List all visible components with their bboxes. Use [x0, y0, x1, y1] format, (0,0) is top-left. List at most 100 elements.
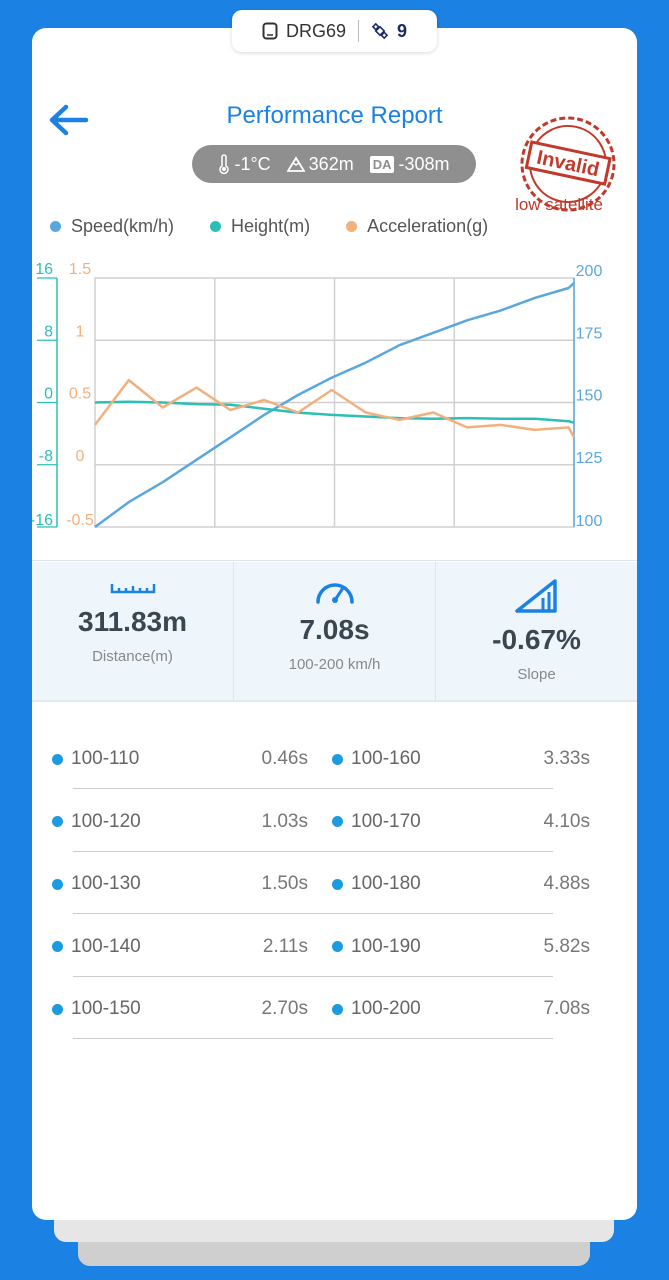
split-row-divider	[73, 1038, 553, 1039]
temperature-value: -1°C	[234, 153, 271, 174]
split-left-range-label: 100-110	[71, 748, 140, 769]
split-times-list: 100-110 0.46s 100-160 3.33s 100-120 1.03s 100-…	[32, 740, 637, 1053]
environment-pill: -1°C 362m DA -308m	[192, 145, 476, 183]
split-left-time: 0.46s	[261, 748, 308, 769]
device-name: DRG69	[285, 20, 346, 41]
legend-height-dot	[210, 221, 222, 232]
speed-tick-label: 125	[576, 450, 603, 467]
split-right-range-label: 100-200	[351, 998, 421, 1019]
satellite-count: 9	[397, 20, 408, 41]
split-right-range-label: 100-170	[351, 810, 421, 832]
split-left-range-label: 100-120	[71, 810, 141, 832]
split-right-time: 7.08s	[543, 998, 590, 1019]
height-tick-label: 0	[44, 386, 53, 403]
split-dot	[332, 753, 343, 765]
split-right-range: 100-160	[332, 748, 421, 770]
stat-time-label: 100-200 km/h	[288, 656, 381, 673]
split-left-range-label: 100-140	[71, 935, 141, 957]
split-row: 100-130 1.50s 100-180 4.88s	[32, 865, 637, 928]
split-row: 100-140 2.11s 100-190 5.82s	[32, 928, 637, 991]
split-right-range-label: 100-190	[351, 935, 421, 957]
stat-distance-label: Distance(m)	[92, 648, 173, 665]
report-card: Performance Report -1°C 362m DA -308m In…	[32, 28, 637, 1220]
legend-speed[interactable]: Speed(km/h)	[50, 216, 174, 237]
split-left-time: 1.50s	[261, 873, 308, 894]
device-icon	[262, 22, 278, 40]
split-left-range-label: 100-150	[71, 998, 141, 1019]
split-left-range: 100-110	[52, 748, 139, 770]
split-dot	[52, 1003, 63, 1015]
split-right-range-label: 100-160	[351, 748, 421, 769]
low-satellite-note: low satellite	[515, 195, 603, 214]
split-left-range: 100-150	[52, 998, 141, 1020]
speedometer-icon	[315, 583, 354, 604]
thermometer-icon	[219, 154, 230, 174]
chart-divider	[32, 560, 637, 561]
chart-legend: Speed(km/h) Height(m) Acceleration(g)	[50, 216, 488, 237]
split-row: 100-110 0.46s 100-160 3.33s	[32, 740, 637, 803]
split-dot	[52, 878, 63, 890]
speed-tick-label: 175	[576, 325, 603, 342]
ruler-icon	[110, 584, 155, 594]
height-tick-label: -8	[39, 448, 53, 465]
stat-slope-label: Slope	[517, 666, 556, 683]
split-dot	[52, 941, 63, 952]
satellite-icon	[371, 22, 389, 40]
split-right-time: 4.88s	[543, 873, 590, 894]
stat-distance-value: 311.83m	[78, 606, 187, 637]
stat-distance: 311.83m Distance(m)	[32, 562, 234, 700]
invalid-stamp: Invalid	[520, 116, 616, 212]
back-arrow-icon[interactable]	[46, 102, 90, 138]
split-dot	[332, 941, 343, 952]
split-dot	[332, 1003, 343, 1015]
stat-slope: -0.67% Slope	[436, 562, 637, 700]
split-right-range: 100-170	[332, 811, 421, 833]
split-left-range: 100-120	[52, 811, 141, 833]
stat-time-value: 7.08s	[299, 614, 370, 645]
altitude-item: 362m	[286, 153, 354, 175]
performance-chart[interactable]: 16 8 0 -8 -16 1.5 1 0.5 0 -0.5 200 175 150 125 100	[32, 256, 637, 536]
split-row: 100-150 2.70s 100-200 7.08s	[32, 990, 637, 1053]
split-right-time: 3.33s	[543, 748, 590, 769]
split-dot	[52, 753, 63, 765]
legend-height[interactable]: Height(m)	[210, 216, 310, 237]
height-tick-label: -16	[32, 512, 53, 529]
split-right-range-label: 100-180	[351, 873, 421, 894]
split-dot	[332, 816, 343, 827]
stat-slope-value: -0.67%	[492, 624, 581, 655]
device-tab[interactable]: DRG69 9	[232, 10, 437, 52]
acceleration-tick-label: 0	[76, 448, 85, 465]
density-altitude-item: DA -308m	[369, 153, 450, 175]
legend-speed-dot	[50, 221, 61, 232]
split-left-range: 100-140	[52, 936, 141, 958]
speed-tick-label: 150	[576, 388, 603, 405]
legend-acceleration[interactable]: Acceleration(g)	[346, 216, 488, 237]
legend-acceleration-label: Acceleration(g)	[367, 216, 489, 236]
height-tick-label: 16	[35, 261, 53, 278]
speed-tick-label: 200	[576, 263, 603, 280]
chart-lines	[94, 282, 576, 529]
chart-ticks: 16 8 0 -8 -16 1.5 1 0.5 0 -0.5 200 175 150 125 100	[32, 261, 602, 530]
split-dot	[332, 878, 343, 890]
acceleration-tick-label: 1	[76, 323, 85, 340]
slope-icon	[514, 579, 557, 613]
density-altitude-badge: DA	[369, 155, 395, 173]
split-dot	[52, 816, 63, 827]
split-row: 100-120 1.03s 100-170 4.10s	[32, 803, 637, 866]
acceleration-tick-label: 1.5	[69, 261, 91, 278]
mountain-icon	[286, 156, 305, 172]
temperature-item: -1°C	[218, 153, 271, 175]
split-right-range: 100-200	[332, 998, 421, 1020]
altitude-value: 362m	[308, 153, 354, 174]
stats-panel: 311.83m Distance(m) 7.08s 100-200 km/h -…	[32, 562, 637, 702]
legend-speed-label: Speed(km/h)	[71, 216, 175, 236]
acceleration-tick-label: -0.5	[66, 512, 94, 529]
stat-time: 7.08s 100-200 km/h	[234, 562, 436, 700]
speed-series-line	[94, 282, 575, 529]
legend-acceleration-dot	[346, 221, 358, 232]
split-left-time: 1.03s	[261, 810, 308, 832]
height-series-line	[94, 400, 575, 424]
split-row-divider	[73, 975, 553, 977]
split-right-time: 4.10s	[543, 810, 590, 832]
density-altitude-value: -308m	[398, 153, 450, 174]
